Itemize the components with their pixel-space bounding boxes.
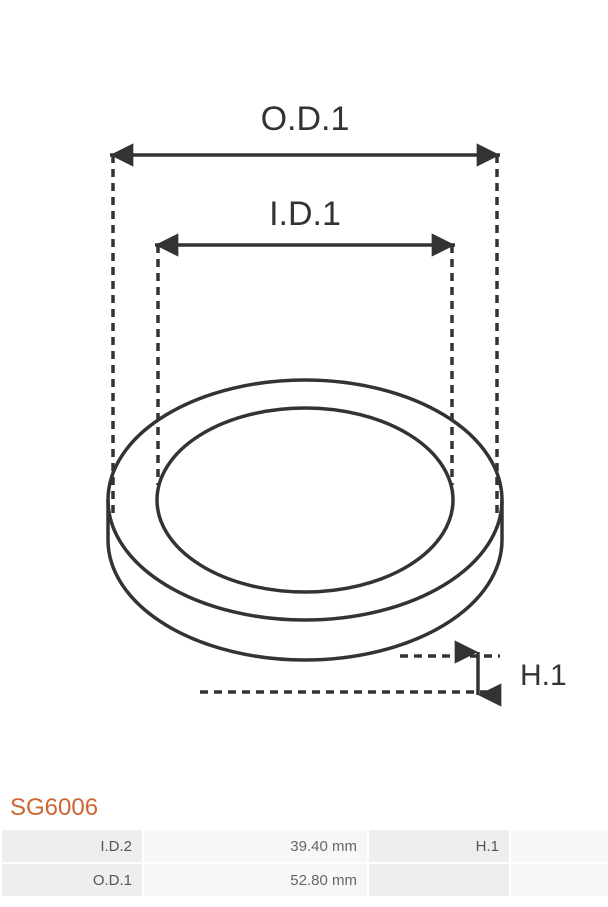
id1-label: I.D.1 <box>269 195 341 233</box>
spec-name: H.1 <box>369 830 509 862</box>
spec-value: 39.40 mm <box>144 830 367 862</box>
spec-name <box>369 864 509 896</box>
od1-label: O.D.1 <box>261 100 350 138</box>
spec-name: O.D.1 <box>2 864 142 896</box>
spec-value: 9.00 mm <box>511 830 608 862</box>
page: O.D.1 I.D.1 H.1 <box>0 0 608 898</box>
spec-value: 52.80 mm <box>144 864 367 896</box>
part-number: SG6006 <box>10 794 608 822</box>
spec-table: I.D.2 39.40 mm H.1 9.00 mmO.D.1 52.80 mm <box>0 828 608 898</box>
ring-gasket <box>108 380 502 660</box>
spec-value <box>511 864 608 896</box>
h1-label: H.1 <box>520 659 567 692</box>
spec-name: I.D.2 <box>2 830 142 862</box>
diagram-svg: O.D.1 I.D.1 H.1 <box>0 0 608 790</box>
table-row: I.D.2 39.40 mm H.1 9.00 mm <box>2 830 608 862</box>
table-row: O.D.1 52.80 mm <box>2 864 608 896</box>
dimension-diagram: O.D.1 I.D.1 H.1 <box>0 0 608 790</box>
